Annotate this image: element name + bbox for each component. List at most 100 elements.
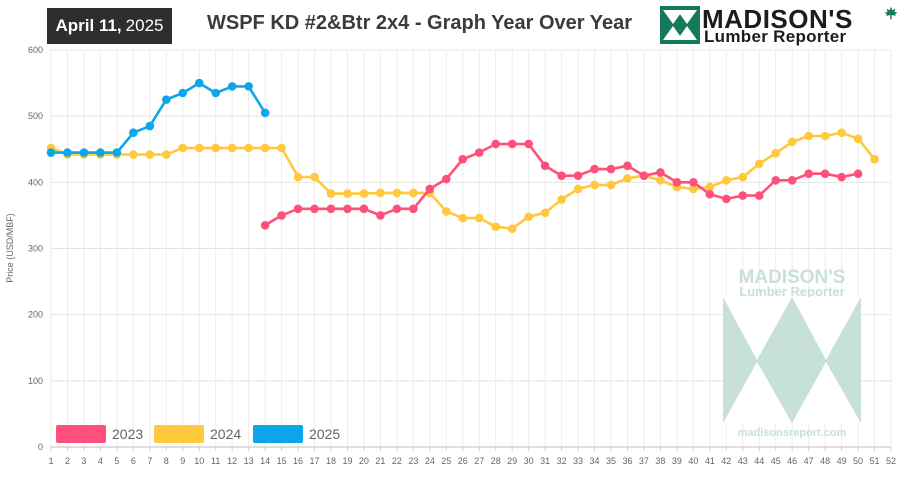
data-point-2025[interactable]: [145, 121, 155, 131]
data-point-2024[interactable]: [590, 180, 599, 190]
data-point-2024[interactable]: [689, 184, 698, 194]
data-point-2023[interactable]: [260, 221, 270, 230]
data-point-2025[interactable]: [129, 128, 138, 138]
data-point-2023[interactable]: [787, 176, 797, 185]
data-point-2024[interactable]: [540, 208, 550, 218]
data-point-2023[interactable]: [804, 169, 813, 179]
data-point-2023[interactable]: [754, 191, 764, 200]
data-point-2023[interactable]: [293, 204, 303, 214]
data-point-2024[interactable]: [853, 134, 863, 143]
data-point-2024[interactable]: [656, 176, 665, 185]
data-point-2024[interactable]: [507, 224, 517, 233]
data-point-2025[interactable]: [161, 95, 171, 104]
data-point-2023[interactable]: [590, 164, 599, 174]
data-point-2024[interactable]: [623, 174, 632, 183]
data-point-2023[interactable]: [524, 139, 533, 149]
data-point-2023[interactable]: [474, 148, 484, 157]
data-point-2024[interactable]: [194, 143, 204, 153]
data-point-2024[interactable]: [244, 143, 253, 153]
data-point-2023[interactable]: [425, 184, 435, 194]
data-point-2024[interactable]: [705, 182, 715, 192]
series-2025: [46, 78, 270, 157]
data-point-2025[interactable]: [96, 148, 105, 157]
data-point-2023[interactable]: [392, 204, 402, 214]
data-point-2025[interactable]: [227, 82, 237, 91]
data-point-2024[interactable]: [787, 137, 797, 147]
data-point-2024[interactable]: [227, 143, 237, 153]
data-point-2024[interactable]: [573, 184, 583, 194]
data-point-2023[interactable]: [409, 204, 418, 214]
data-point-2023[interactable]: [507, 139, 517, 149]
data-point-2024[interactable]: [721, 176, 731, 185]
data-point-2023[interactable]: [573, 171, 583, 181]
data-point-2024[interactable]: [293, 172, 303, 182]
data-point-2023[interactable]: [458, 154, 468, 164]
data-point-2024[interactable]: [557, 195, 566, 204]
data-point-2024[interactable]: [178, 143, 188, 153]
data-point-2024[interactable]: [837, 128, 846, 138]
data-point-2024[interactable]: [804, 131, 813, 141]
data-point-2024[interactable]: [326, 189, 336, 198]
data-point-2023[interactable]: [721, 194, 731, 204]
data-point-2024[interactable]: [754, 159, 764, 169]
data-point-2025[interactable]: [46, 148, 56, 157]
data-point-2023[interactable]: [820, 169, 830, 179]
data-point-2023[interactable]: [853, 169, 863, 179]
data-point-2024[interactable]: [771, 148, 781, 158]
legend-item-2023[interactable]: 2023: [56, 425, 143, 443]
data-point-2025[interactable]: [194, 78, 204, 88]
data-point-2025[interactable]: [244, 82, 253, 91]
data-point-2024[interactable]: [738, 172, 748, 182]
data-point-2024[interactable]: [211, 143, 221, 153]
data-point-2023[interactable]: [491, 139, 501, 149]
data-point-2024[interactable]: [343, 189, 352, 198]
data-point-2023[interactable]: [837, 172, 846, 182]
data-point-2024[interactable]: [524, 212, 533, 222]
data-point-2025[interactable]: [211, 88, 221, 98]
data-point-2024[interactable]: [474, 213, 484, 223]
data-point-2024[interactable]: [870, 154, 879, 164]
data-point-2023[interactable]: [672, 178, 682, 187]
watermark: MADISON'S Lumber Reporter madisonsreport…: [723, 267, 861, 439]
data-point-2024[interactable]: [392, 188, 402, 198]
data-point-2024[interactable]: [491, 222, 501, 231]
data-point-2023[interactable]: [376, 211, 385, 220]
data-point-2024[interactable]: [277, 143, 286, 153]
data-point-2023[interactable]: [656, 168, 665, 177]
data-point-2024[interactable]: [441, 207, 451, 216]
data-point-2023[interactable]: [606, 164, 616, 174]
legend-item-2025[interactable]: 2025: [253, 425, 340, 443]
data-point-2023[interactable]: [310, 204, 319, 214]
data-point-2023[interactable]: [343, 204, 352, 214]
data-point-2023[interactable]: [623, 161, 632, 171]
data-point-2025[interactable]: [260, 108, 270, 118]
data-point-2023[interactable]: [639, 171, 649, 181]
data-point-2024[interactable]: [359, 189, 369, 198]
data-point-2025[interactable]: [63, 148, 72, 157]
data-point-2024[interactable]: [376, 188, 385, 198]
data-point-2023[interactable]: [705, 189, 715, 199]
data-point-2023[interactable]: [441, 174, 451, 184]
data-point-2023[interactable]: [689, 178, 698, 187]
data-point-2024[interactable]: [310, 172, 319, 182]
data-point-2024[interactable]: [129, 150, 138, 159]
data-point-2024[interactable]: [409, 188, 418, 198]
data-point-2025[interactable]: [112, 148, 122, 157]
data-point-2023[interactable]: [326, 204, 336, 214]
data-point-2024[interactable]: [161, 150, 171, 159]
legend-item-2024[interactable]: 2024: [154, 425, 241, 443]
data-point-2024[interactable]: [458, 213, 468, 223]
data-point-2023[interactable]: [557, 171, 566, 181]
data-point-2023[interactable]: [359, 204, 369, 214]
data-point-2023[interactable]: [540, 161, 550, 171]
data-point-2025[interactable]: [79, 148, 89, 157]
data-point-2024[interactable]: [606, 180, 616, 190]
data-point-2023[interactable]: [277, 211, 286, 220]
data-point-2023[interactable]: [738, 191, 748, 200]
data-point-2024[interactable]: [145, 150, 155, 159]
data-point-2024[interactable]: [260, 143, 270, 153]
data-point-2023[interactable]: [771, 176, 781, 185]
y-tick-label: 100: [28, 376, 43, 386]
data-point-2024[interactable]: [820, 131, 830, 141]
data-point-2025[interactable]: [178, 88, 188, 98]
